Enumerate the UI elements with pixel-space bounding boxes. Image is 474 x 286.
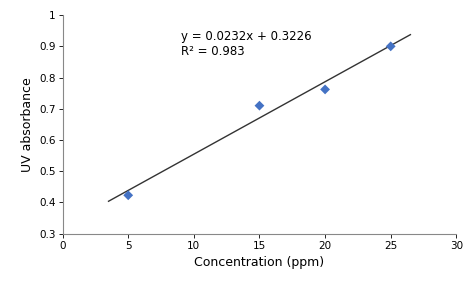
Point — [387, 44, 394, 49]
Point — [321, 87, 329, 92]
Text: y = 0.0232x + 0.3226
R² = 0.983: y = 0.0232x + 0.3226 R² = 0.983 — [181, 30, 311, 58]
Point — [255, 103, 263, 108]
Y-axis label: UV absorbance: UV absorbance — [20, 77, 34, 172]
X-axis label: Concentration (ppm): Concentration (ppm) — [194, 256, 325, 269]
Point — [124, 193, 132, 198]
